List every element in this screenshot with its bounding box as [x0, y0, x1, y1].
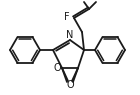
Text: N: N	[66, 30, 74, 40]
Text: O: O	[66, 80, 74, 91]
Text: O: O	[53, 63, 61, 73]
Text: F: F	[64, 12, 70, 22]
